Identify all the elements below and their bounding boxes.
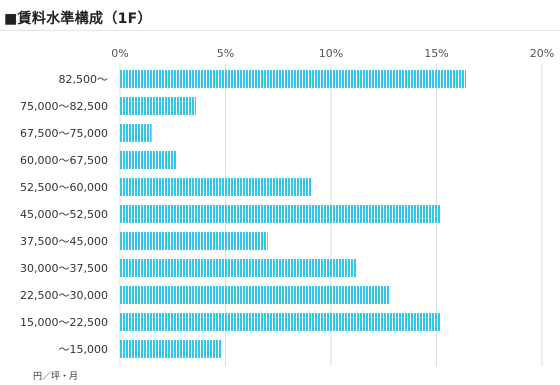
category-label: 82,500～ bbox=[59, 73, 109, 86]
category-label: 30,000～37,500 bbox=[20, 262, 108, 275]
title-divider bbox=[0, 30, 560, 31]
x-tick-label: 20% bbox=[530, 47, 554, 60]
bar bbox=[120, 313, 441, 331]
category-label: 22,500～30,000 bbox=[20, 289, 108, 302]
bar bbox=[120, 205, 441, 223]
bar bbox=[120, 232, 268, 250]
bar bbox=[120, 259, 357, 277]
bar bbox=[120, 124, 152, 142]
category-label: 75,000～82,500 bbox=[20, 100, 108, 113]
x-tick-label: 0% bbox=[111, 47, 128, 60]
unit-label: 円／坪・月 bbox=[33, 372, 79, 382]
x-axis-ticks: 0% 5% 10% 15% 20% bbox=[111, 47, 554, 60]
category-label: 67,500～75,000 bbox=[20, 127, 108, 140]
bar bbox=[120, 151, 177, 169]
bar bbox=[120, 340, 222, 358]
category-label: 37,500～45,000 bbox=[20, 235, 108, 248]
bar bbox=[120, 286, 391, 304]
bar bbox=[120, 97, 196, 115]
x-tick-label: 10% bbox=[319, 47, 343, 60]
bars bbox=[120, 70, 467, 358]
category-labels: 82,500～ 75,000～82,500 67,500～75,000 60,000～… bbox=[20, 73, 108, 356]
bar bbox=[120, 178, 313, 196]
x-tick-label: 15% bbox=[424, 47, 448, 60]
category-label: 15,000～22,500 bbox=[20, 316, 108, 329]
x-tick-label: 5% bbox=[217, 47, 234, 60]
category-label: 45,000～52,500 bbox=[20, 208, 108, 221]
category-label: 60,000～67,500 bbox=[20, 154, 108, 167]
bar bbox=[120, 70, 467, 88]
page-title: ■賃料水準構成（1F） bbox=[4, 11, 152, 27]
category-label: ～15,000 bbox=[59, 343, 109, 356]
category-label: 52,500～60,000 bbox=[20, 181, 108, 194]
